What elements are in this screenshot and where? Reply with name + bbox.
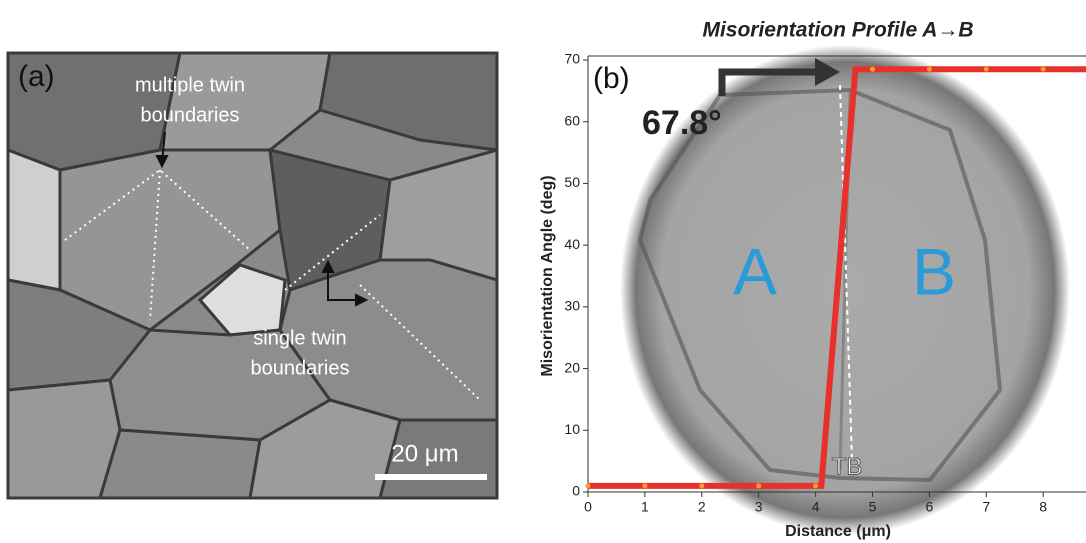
annotation: single twin — [253, 327, 346, 349]
marker — [586, 483, 591, 488]
marker — [699, 483, 704, 488]
marker — [927, 67, 932, 72]
y-tick-label: 40 — [564, 236, 580, 252]
x-tick-label: 6 — [925, 499, 933, 515]
marker — [984, 67, 989, 72]
y-tick-label: 70 — [564, 51, 580, 67]
y-tick-label: 0 — [572, 483, 580, 499]
micrograph — [8, 53, 497, 498]
annotation: multiple twin — [135, 74, 245, 96]
x-tick-label: 8 — [1039, 499, 1047, 515]
y-axis-label: Misorientation Angle (deg) — [539, 175, 556, 376]
annotation: B — [912, 234, 956, 308]
x-axis-label: Distance (μm) — [785, 523, 891, 540]
y-tick-label: 50 — [564, 174, 580, 190]
page: (a) multiple twin boundaries single twin… — [0, 0, 1086, 543]
x-tick-label: 1 — [641, 499, 649, 515]
annotation: TB — [832, 453, 863, 480]
scale-bar-label: 20 μm — [391, 440, 458, 467]
annotation: boundaries — [141, 104, 240, 126]
marker — [756, 483, 761, 488]
y-tick-label: 10 — [564, 421, 580, 437]
panel-label: (b) — [593, 62, 630, 95]
chart: 0 10 20 30 40 50 60 70 0 1 2 3 4 5 6 7 8 Misorientation P… — [539, 19, 1086, 541]
panel-label: (a) — [18, 60, 55, 93]
annotation: A — [733, 234, 777, 308]
x-tick-label: 3 — [755, 499, 763, 515]
x-tick-label: 7 — [982, 499, 990, 515]
figure: (a) multiple twin boundaries single twin… — [0, 0, 1086, 543]
x-tick-label: 0 — [584, 499, 592, 515]
y-tick-label: 20 — [564, 359, 580, 375]
y-tick-label: 30 — [564, 298, 580, 314]
x-tick-label: 5 — [869, 499, 877, 515]
x-tick-label: 4 — [812, 499, 820, 515]
annotation: 67.8° — [642, 104, 722, 142]
marker — [1041, 67, 1046, 72]
marker — [870, 67, 875, 72]
marker — [642, 483, 647, 488]
chart-title: Misorientation Profile A→B — [702, 19, 973, 42]
y-tick-label: 60 — [564, 112, 580, 128]
annotation: boundaries — [251, 357, 350, 379]
marker — [813, 483, 818, 488]
x-tick-label: 2 — [698, 499, 706, 515]
